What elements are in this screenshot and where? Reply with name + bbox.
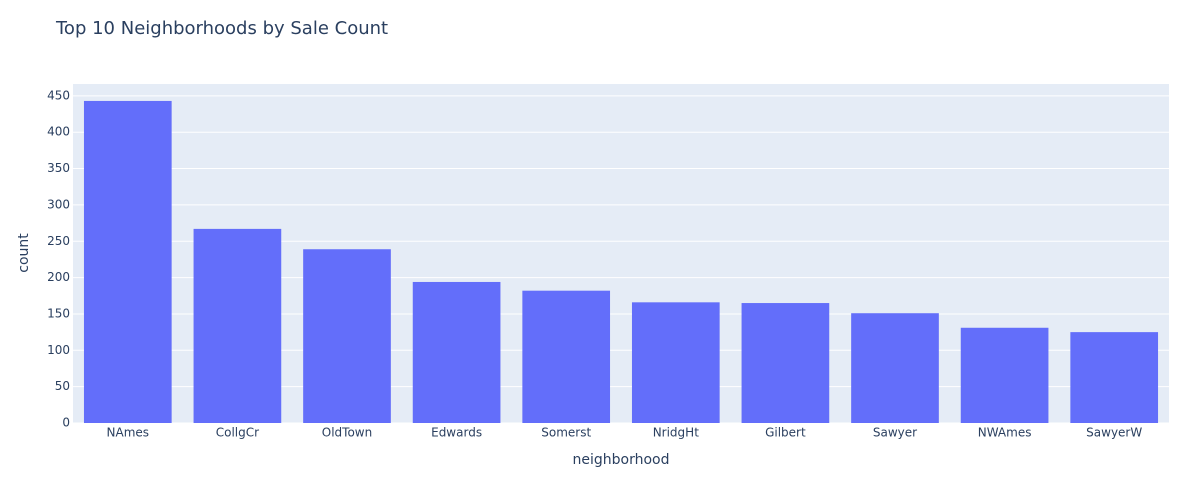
x-tick-label: Somerst — [541, 426, 591, 440]
x-tick-label: OldTown — [322, 426, 372, 440]
bar — [193, 228, 282, 423]
y-tick-label: 0 — [62, 416, 70, 430]
y-tick-label: 300 — [47, 197, 70, 211]
y-tick-label: 150 — [47, 306, 70, 320]
bar — [303, 249, 391, 423]
x-tick-label: Sawyer — [873, 426, 917, 440]
y-tick-label: 450 — [47, 88, 70, 102]
y-axis-title: count — [16, 233, 32, 273]
bar — [412, 281, 501, 423]
bar — [631, 302, 720, 423]
x-axis-title: neighborhood — [573, 452, 670, 468]
chart-title: Top 10 Neighborhoods by Sale Count — [55, 18, 388, 39]
y-tick-label: 250 — [47, 234, 70, 248]
bar — [83, 100, 172, 424]
bar — [960, 327, 1049, 423]
bar — [741, 303, 830, 423]
x-tick-label: NAmes — [107, 426, 150, 440]
x-tick-label: CollgCr — [216, 426, 259, 440]
y-tick-label: 100 — [47, 343, 70, 357]
bar — [1070, 332, 1159, 423]
x-tick-label: NridgHt — [653, 426, 700, 440]
y-tick-label: 400 — [47, 125, 70, 139]
y-tick-label: 50 — [55, 379, 70, 393]
x-tick-label: Edwards — [431, 426, 482, 440]
bar — [522, 290, 611, 423]
y-tick-label: 200 — [47, 270, 70, 284]
bar — [851, 313, 939, 423]
x-tick-label: NWAmes — [978, 426, 1032, 440]
y-tick-label: 350 — [47, 161, 70, 175]
x-tick-label: Gilbert — [765, 426, 806, 440]
x-tick-label: SawyerW — [1086, 426, 1142, 440]
